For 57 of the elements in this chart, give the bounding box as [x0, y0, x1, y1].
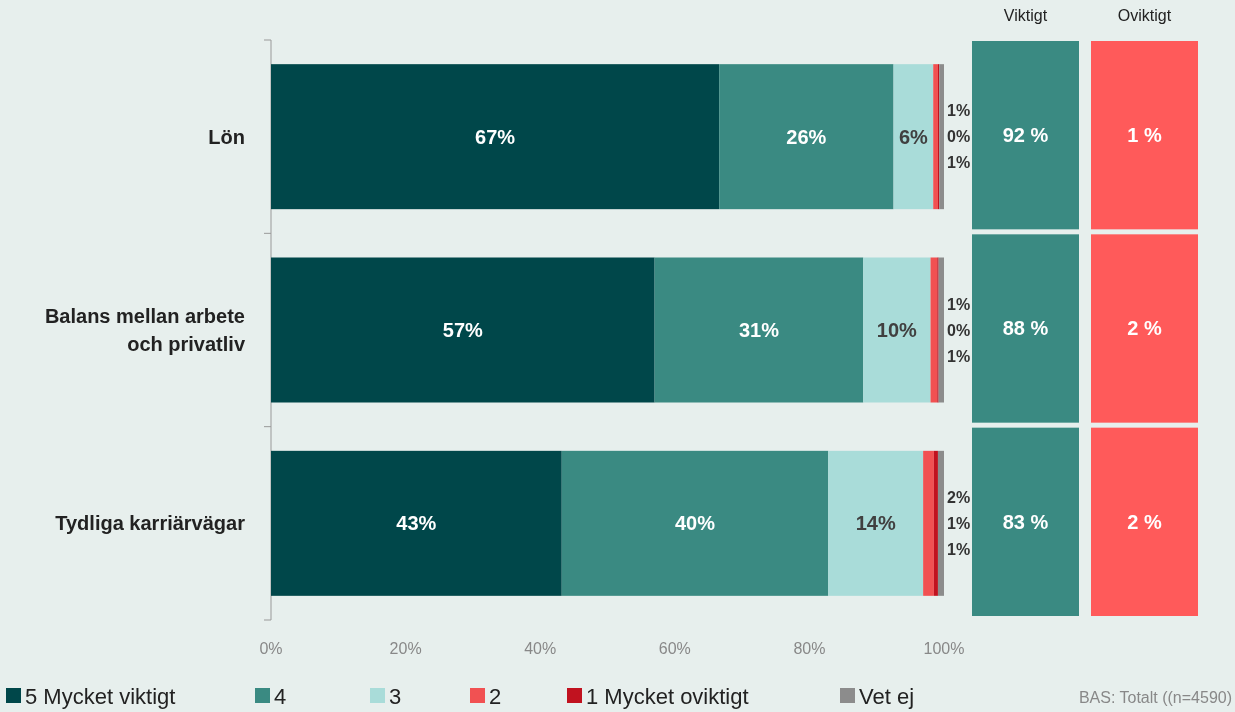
- data-label: 83 %: [1002, 510, 1049, 533]
- data-label: 92 %: [1002, 124, 1049, 146]
- data-label: 14%: [855, 512, 896, 535]
- data-label: 2 %: [1127, 510, 1162, 533]
- legend-label: 4: [274, 683, 287, 709]
- legend-label: 2: [489, 683, 502, 709]
- bar: [863, 257, 931, 403]
- data-label: 1%: [947, 102, 971, 120]
- data-label: 31%: [738, 319, 780, 341]
- data-label: 2%: [947, 488, 971, 506]
- legend-label: 1 Mycket oviktigt: [586, 683, 749, 709]
- data-label: 1 %: [1127, 124, 1162, 146]
- data-label: 2 %: [1127, 317, 1162, 340]
- y-tick-label: Tydliga karriärvägar: [55, 512, 246, 535]
- data-label: 1%: [947, 154, 971, 172]
- bar: [654, 257, 864, 403]
- legend-label: Vet ej: [859, 683, 915, 709]
- bar: [939, 64, 944, 210]
- data-label: 67%: [475, 125, 516, 148]
- x-tick-label: 40%: [524, 640, 557, 657]
- data-label: 10%: [876, 319, 918, 341]
- legend-label: 3: [389, 683, 402, 709]
- data-label: 0%: [947, 128, 971, 146]
- data-label: 40%: [674, 512, 716, 535]
- bar: [271, 64, 720, 210]
- bar: [271, 450, 562, 596]
- data-label: 1%: [947, 295, 971, 313]
- bar: [923, 450, 934, 596]
- bar: [933, 64, 938, 210]
- x-tick-label: 20%: [389, 640, 422, 657]
- x-tick-label: 100%: [923, 640, 965, 657]
- data-label: 0%: [947, 321, 971, 339]
- data-label: 88 %: [1002, 317, 1049, 340]
- bar: [933, 450, 938, 596]
- data-label: 57%: [442, 319, 484, 341]
- x-tick-label: 0%: [259, 640, 283, 657]
- x-tick-label: Oviktigt: [1117, 7, 1172, 24]
- bar: [937, 450, 944, 596]
- bar: [893, 64, 934, 210]
- data-label: 1%: [947, 514, 971, 532]
- bar: [938, 257, 944, 403]
- y-tick-label: Lön: [208, 125, 245, 148]
- bar: [719, 64, 894, 210]
- x-tick-label: 80%: [793, 640, 826, 657]
- data-label: 43%: [396, 512, 437, 535]
- x-tick-label: 60%: [658, 640, 691, 657]
- y-tick-label: Balans mellan arbete och privatliv: [44, 305, 246, 355]
- bar: [271, 257, 655, 403]
- x-tick-label: Viktigt: [1003, 7, 1048, 24]
- data-label: 1%: [947, 347, 971, 365]
- data-label: 1%: [947, 540, 971, 558]
- legend-label: 5 Mycket viktigt: [25, 683, 176, 709]
- data-label: 26%: [786, 125, 827, 148]
- bar: [561, 450, 829, 596]
- data-label: 6%: [898, 125, 929, 148]
- bar: [828, 450, 924, 596]
- text: BAS: Totalt ((n=4590): [1078, 688, 1232, 706]
